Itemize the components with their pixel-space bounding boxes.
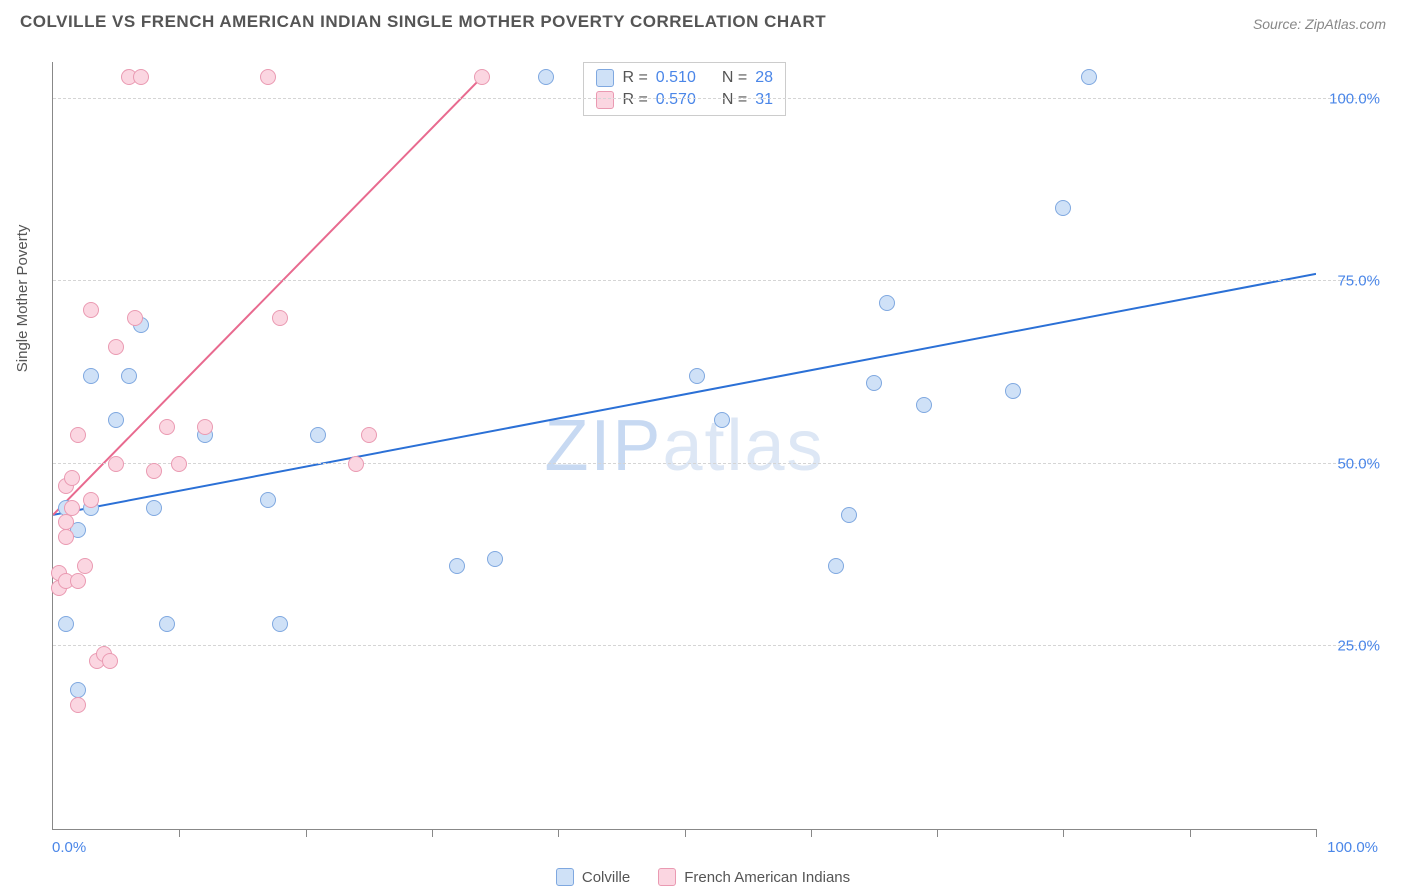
x-tick [937, 829, 938, 837]
data-point [70, 427, 86, 443]
legend-r-value: 0.510 [656, 69, 696, 87]
legend-n-prefix: N = [722, 69, 747, 87]
legend-n-value: 28 [755, 69, 773, 87]
data-point [348, 456, 364, 472]
legend-n-prefix: N = [722, 91, 747, 109]
data-point [449, 558, 465, 574]
series-legend-item: Colville [556, 868, 630, 886]
y-tick-label: 100.0% [1329, 90, 1380, 107]
data-point [58, 514, 74, 530]
legend-row: R = 0.510 N = 28 [596, 67, 773, 89]
source-name: ZipAtlas.com [1305, 16, 1386, 32]
legend-r-prefix: R = [622, 91, 647, 109]
y-axis-label: Single Mother Poverty [14, 225, 31, 373]
data-point [260, 492, 276, 508]
data-point [916, 397, 932, 413]
series-label: French American Indians [684, 869, 850, 886]
data-point [133, 69, 149, 85]
y-tick-label: 25.0% [1337, 638, 1380, 655]
legend-r-value: 0.570 [656, 91, 696, 109]
trend-line [53, 274, 1316, 515]
data-point [64, 500, 80, 516]
data-point [841, 507, 857, 523]
watermark: ZIPatlas [544, 405, 824, 487]
data-point [361, 427, 377, 443]
data-point [70, 682, 86, 698]
data-point [310, 427, 326, 443]
data-point [866, 375, 882, 391]
data-point [689, 368, 705, 384]
data-point [538, 69, 554, 85]
data-point [108, 412, 124, 428]
data-point [102, 653, 118, 669]
data-point [159, 419, 175, 435]
data-point [171, 456, 187, 472]
data-point [83, 302, 99, 318]
x-tick [1063, 829, 1064, 837]
data-point [260, 69, 276, 85]
data-point [146, 500, 162, 516]
legend-r-prefix: R = [622, 69, 647, 87]
legend-swatch [596, 69, 614, 87]
gridline [53, 463, 1376, 464]
data-point [272, 310, 288, 326]
data-point [474, 69, 490, 85]
source-prefix: Source: [1253, 16, 1305, 32]
x-tick [811, 829, 812, 837]
data-point [58, 529, 74, 545]
chart-area: Single Mother Poverty ZIPatlas R = 0.510… [18, 44, 1388, 848]
x-tick [685, 829, 686, 837]
chart-title: COLVILLE VS FRENCH AMERICAN INDIAN SINGL… [20, 12, 826, 32]
data-point [58, 616, 74, 632]
data-point [108, 339, 124, 355]
series-legend: Colville French American Indians [0, 868, 1406, 886]
trend-lines [53, 62, 1316, 829]
data-point [70, 697, 86, 713]
x-tick [179, 829, 180, 837]
x-axis-min-label: 0.0% [52, 839, 86, 856]
data-point [64, 470, 80, 486]
series-legend-item: French American Indians [658, 868, 850, 886]
data-point [879, 295, 895, 311]
x-axis-max-label: 100.0% [1327, 839, 1378, 856]
data-point [197, 419, 213, 435]
data-point [487, 551, 503, 567]
data-point [108, 456, 124, 472]
source-attribution: Source: ZipAtlas.com [1253, 16, 1386, 32]
data-point [127, 310, 143, 326]
x-tick [306, 829, 307, 837]
legend-row: R = 0.570 N = 31 [596, 89, 773, 111]
gridline [53, 280, 1376, 281]
data-point [714, 412, 730, 428]
legend-swatch [658, 868, 676, 886]
trend-line [53, 77, 482, 515]
x-tick [1190, 829, 1191, 837]
x-tick [1316, 829, 1317, 837]
data-point [272, 616, 288, 632]
gridline [53, 98, 1376, 99]
data-point [828, 558, 844, 574]
plot-region: ZIPatlas R = 0.510N = 28R = 0.570N = 31 … [52, 62, 1316, 830]
x-tick [558, 829, 559, 837]
data-point [1055, 200, 1071, 216]
data-point [1081, 69, 1097, 85]
correlation-legend: R = 0.510 N = 28 R = 0.570 N = 31 [583, 62, 786, 116]
data-point [70, 573, 86, 589]
y-tick-label: 50.0% [1337, 455, 1380, 472]
data-point [83, 492, 99, 508]
legend-swatch [596, 91, 614, 109]
chart-header: COLVILLE VS FRENCH AMERICAN INDIAN SINGL… [0, 0, 1406, 38]
series-label: Colville [582, 869, 630, 886]
legend-n-value: 31 [755, 91, 773, 109]
x-tick [432, 829, 433, 837]
data-point [77, 558, 93, 574]
data-point [83, 368, 99, 384]
gridline [53, 645, 1376, 646]
data-point [146, 463, 162, 479]
data-point [1005, 383, 1021, 399]
y-tick-label: 75.0% [1337, 273, 1380, 290]
data-point [159, 616, 175, 632]
legend-swatch [556, 868, 574, 886]
data-point [121, 368, 137, 384]
